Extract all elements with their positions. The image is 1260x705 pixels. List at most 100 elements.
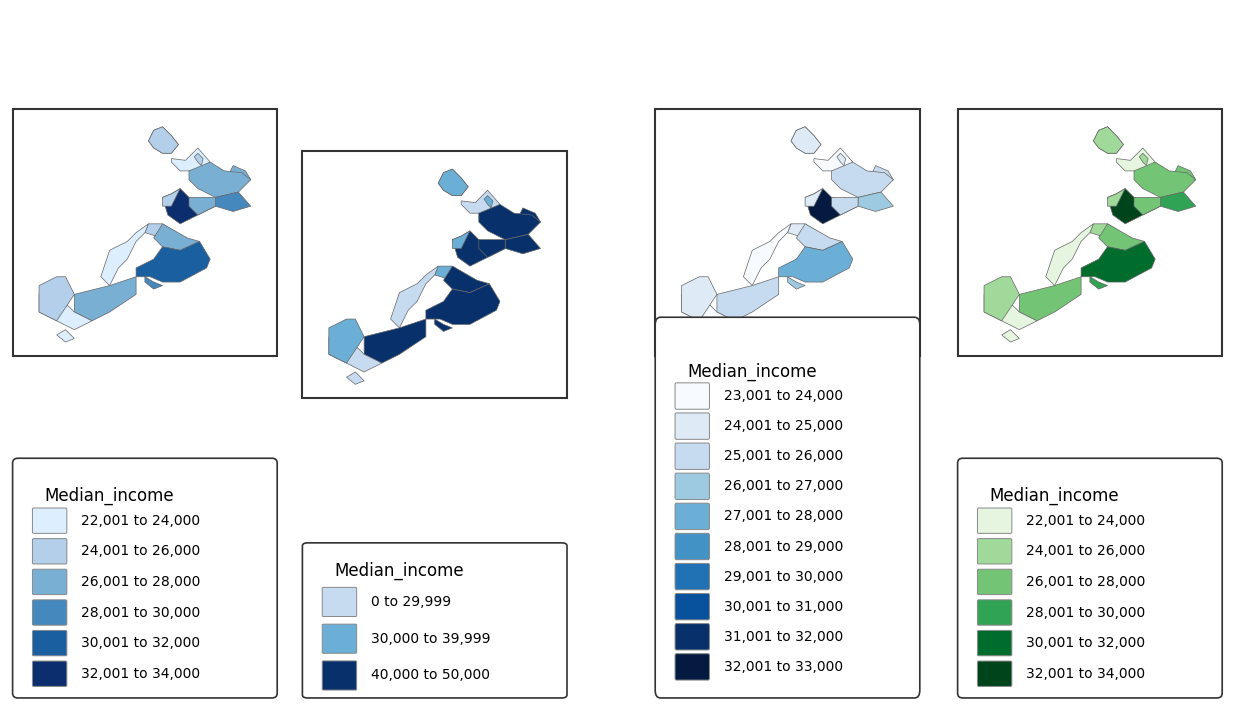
Text: 0 to 29,999: 0 to 29,999: [372, 595, 451, 609]
Polygon shape: [346, 372, 364, 384]
Polygon shape: [791, 127, 822, 153]
Bar: [13, 109, 277, 356]
Polygon shape: [1108, 188, 1160, 223]
Polygon shape: [805, 188, 823, 206]
FancyBboxPatch shape: [323, 661, 357, 690]
Polygon shape: [149, 127, 179, 153]
FancyBboxPatch shape: [323, 587, 357, 616]
Polygon shape: [791, 127, 822, 153]
Text: 31,001 to 32,000: 31,001 to 32,000: [724, 630, 843, 644]
Text: 23,001 to 24,000: 23,001 to 24,000: [724, 389, 843, 403]
Text: 22,001 to 24,000: 22,001 to 24,000: [1027, 514, 1145, 527]
Polygon shape: [479, 240, 505, 257]
Text: Median_income: Median_income: [334, 561, 464, 580]
Polygon shape: [743, 223, 791, 286]
Polygon shape: [1090, 223, 1121, 238]
FancyBboxPatch shape: [675, 533, 709, 560]
Polygon shape: [796, 223, 842, 250]
Polygon shape: [189, 197, 215, 215]
Text: 24,001 to 25,000: 24,001 to 25,000: [724, 419, 843, 433]
Polygon shape: [788, 223, 819, 238]
Polygon shape: [479, 204, 541, 240]
Polygon shape: [484, 195, 493, 208]
Polygon shape: [438, 169, 469, 195]
FancyBboxPatch shape: [33, 630, 67, 656]
Polygon shape: [1160, 192, 1196, 212]
Polygon shape: [699, 330, 717, 342]
Polygon shape: [391, 266, 438, 328]
FancyBboxPatch shape: [978, 539, 1012, 564]
Polygon shape: [189, 162, 251, 197]
Polygon shape: [435, 266, 466, 281]
Text: 32,001 to 33,000: 32,001 to 33,000: [724, 660, 843, 674]
Polygon shape: [505, 234, 541, 254]
Polygon shape: [215, 192, 251, 212]
Polygon shape: [805, 188, 858, 223]
FancyBboxPatch shape: [675, 443, 709, 470]
Text: 30,001 to 31,000: 30,001 to 31,000: [724, 600, 843, 613]
FancyBboxPatch shape: [675, 413, 709, 439]
Text: 27,001 to 28,000: 27,001 to 28,000: [724, 510, 843, 523]
Polygon shape: [682, 277, 717, 321]
Text: 28,001 to 30,000: 28,001 to 30,000: [1027, 606, 1145, 620]
Text: Median_income: Median_income: [44, 487, 174, 505]
Polygon shape: [452, 231, 505, 266]
Text: 26,001 to 28,000: 26,001 to 28,000: [1027, 575, 1145, 589]
FancyBboxPatch shape: [675, 654, 709, 680]
Text: 24,001 to 26,000: 24,001 to 26,000: [82, 544, 200, 558]
Polygon shape: [101, 223, 149, 286]
Polygon shape: [145, 277, 163, 289]
FancyBboxPatch shape: [655, 317, 920, 698]
FancyBboxPatch shape: [33, 508, 67, 534]
Polygon shape: [452, 231, 470, 248]
Polygon shape: [435, 319, 452, 331]
FancyBboxPatch shape: [675, 594, 709, 620]
Polygon shape: [57, 330, 74, 342]
Polygon shape: [1173, 166, 1196, 183]
Polygon shape: [1139, 153, 1148, 166]
Text: 40,000 to 50,000: 40,000 to 50,000: [372, 668, 490, 682]
Polygon shape: [149, 127, 179, 153]
Text: Median_income: Median_income: [687, 363, 816, 381]
FancyBboxPatch shape: [13, 458, 277, 698]
Text: 26,001 to 27,000: 26,001 to 27,000: [724, 479, 843, 493]
Polygon shape: [984, 295, 1037, 330]
Polygon shape: [779, 242, 853, 282]
FancyBboxPatch shape: [33, 569, 67, 594]
FancyBboxPatch shape: [33, 600, 67, 625]
Polygon shape: [682, 295, 735, 330]
Text: 30,000 to 39,999: 30,000 to 39,999: [372, 632, 490, 646]
Polygon shape: [1134, 162, 1196, 197]
FancyBboxPatch shape: [675, 383, 709, 409]
Polygon shape: [1099, 223, 1144, 250]
Polygon shape: [154, 223, 199, 250]
Polygon shape: [1094, 127, 1124, 153]
Polygon shape: [1090, 277, 1108, 289]
Bar: [302, 152, 567, 398]
FancyBboxPatch shape: [302, 543, 567, 698]
Polygon shape: [788, 277, 805, 289]
Polygon shape: [518, 208, 541, 226]
Polygon shape: [1134, 197, 1160, 215]
Polygon shape: [1002, 330, 1019, 342]
Polygon shape: [1116, 148, 1155, 171]
Polygon shape: [329, 319, 364, 363]
Text: 30,001 to 32,000: 30,001 to 32,000: [82, 636, 200, 650]
Polygon shape: [1046, 223, 1094, 286]
FancyBboxPatch shape: [323, 624, 357, 654]
Text: 32,001 to 34,000: 32,001 to 34,000: [1027, 667, 1145, 681]
Polygon shape: [461, 190, 500, 213]
Polygon shape: [364, 319, 426, 363]
Polygon shape: [984, 277, 1019, 321]
Polygon shape: [136, 242, 210, 282]
Polygon shape: [194, 153, 203, 166]
Polygon shape: [163, 188, 215, 223]
FancyBboxPatch shape: [978, 569, 1012, 594]
Bar: [958, 109, 1222, 356]
FancyBboxPatch shape: [978, 630, 1012, 656]
Polygon shape: [1019, 277, 1081, 321]
Polygon shape: [438, 169, 469, 195]
Polygon shape: [837, 153, 845, 166]
Polygon shape: [1094, 127, 1124, 153]
FancyBboxPatch shape: [675, 503, 709, 529]
